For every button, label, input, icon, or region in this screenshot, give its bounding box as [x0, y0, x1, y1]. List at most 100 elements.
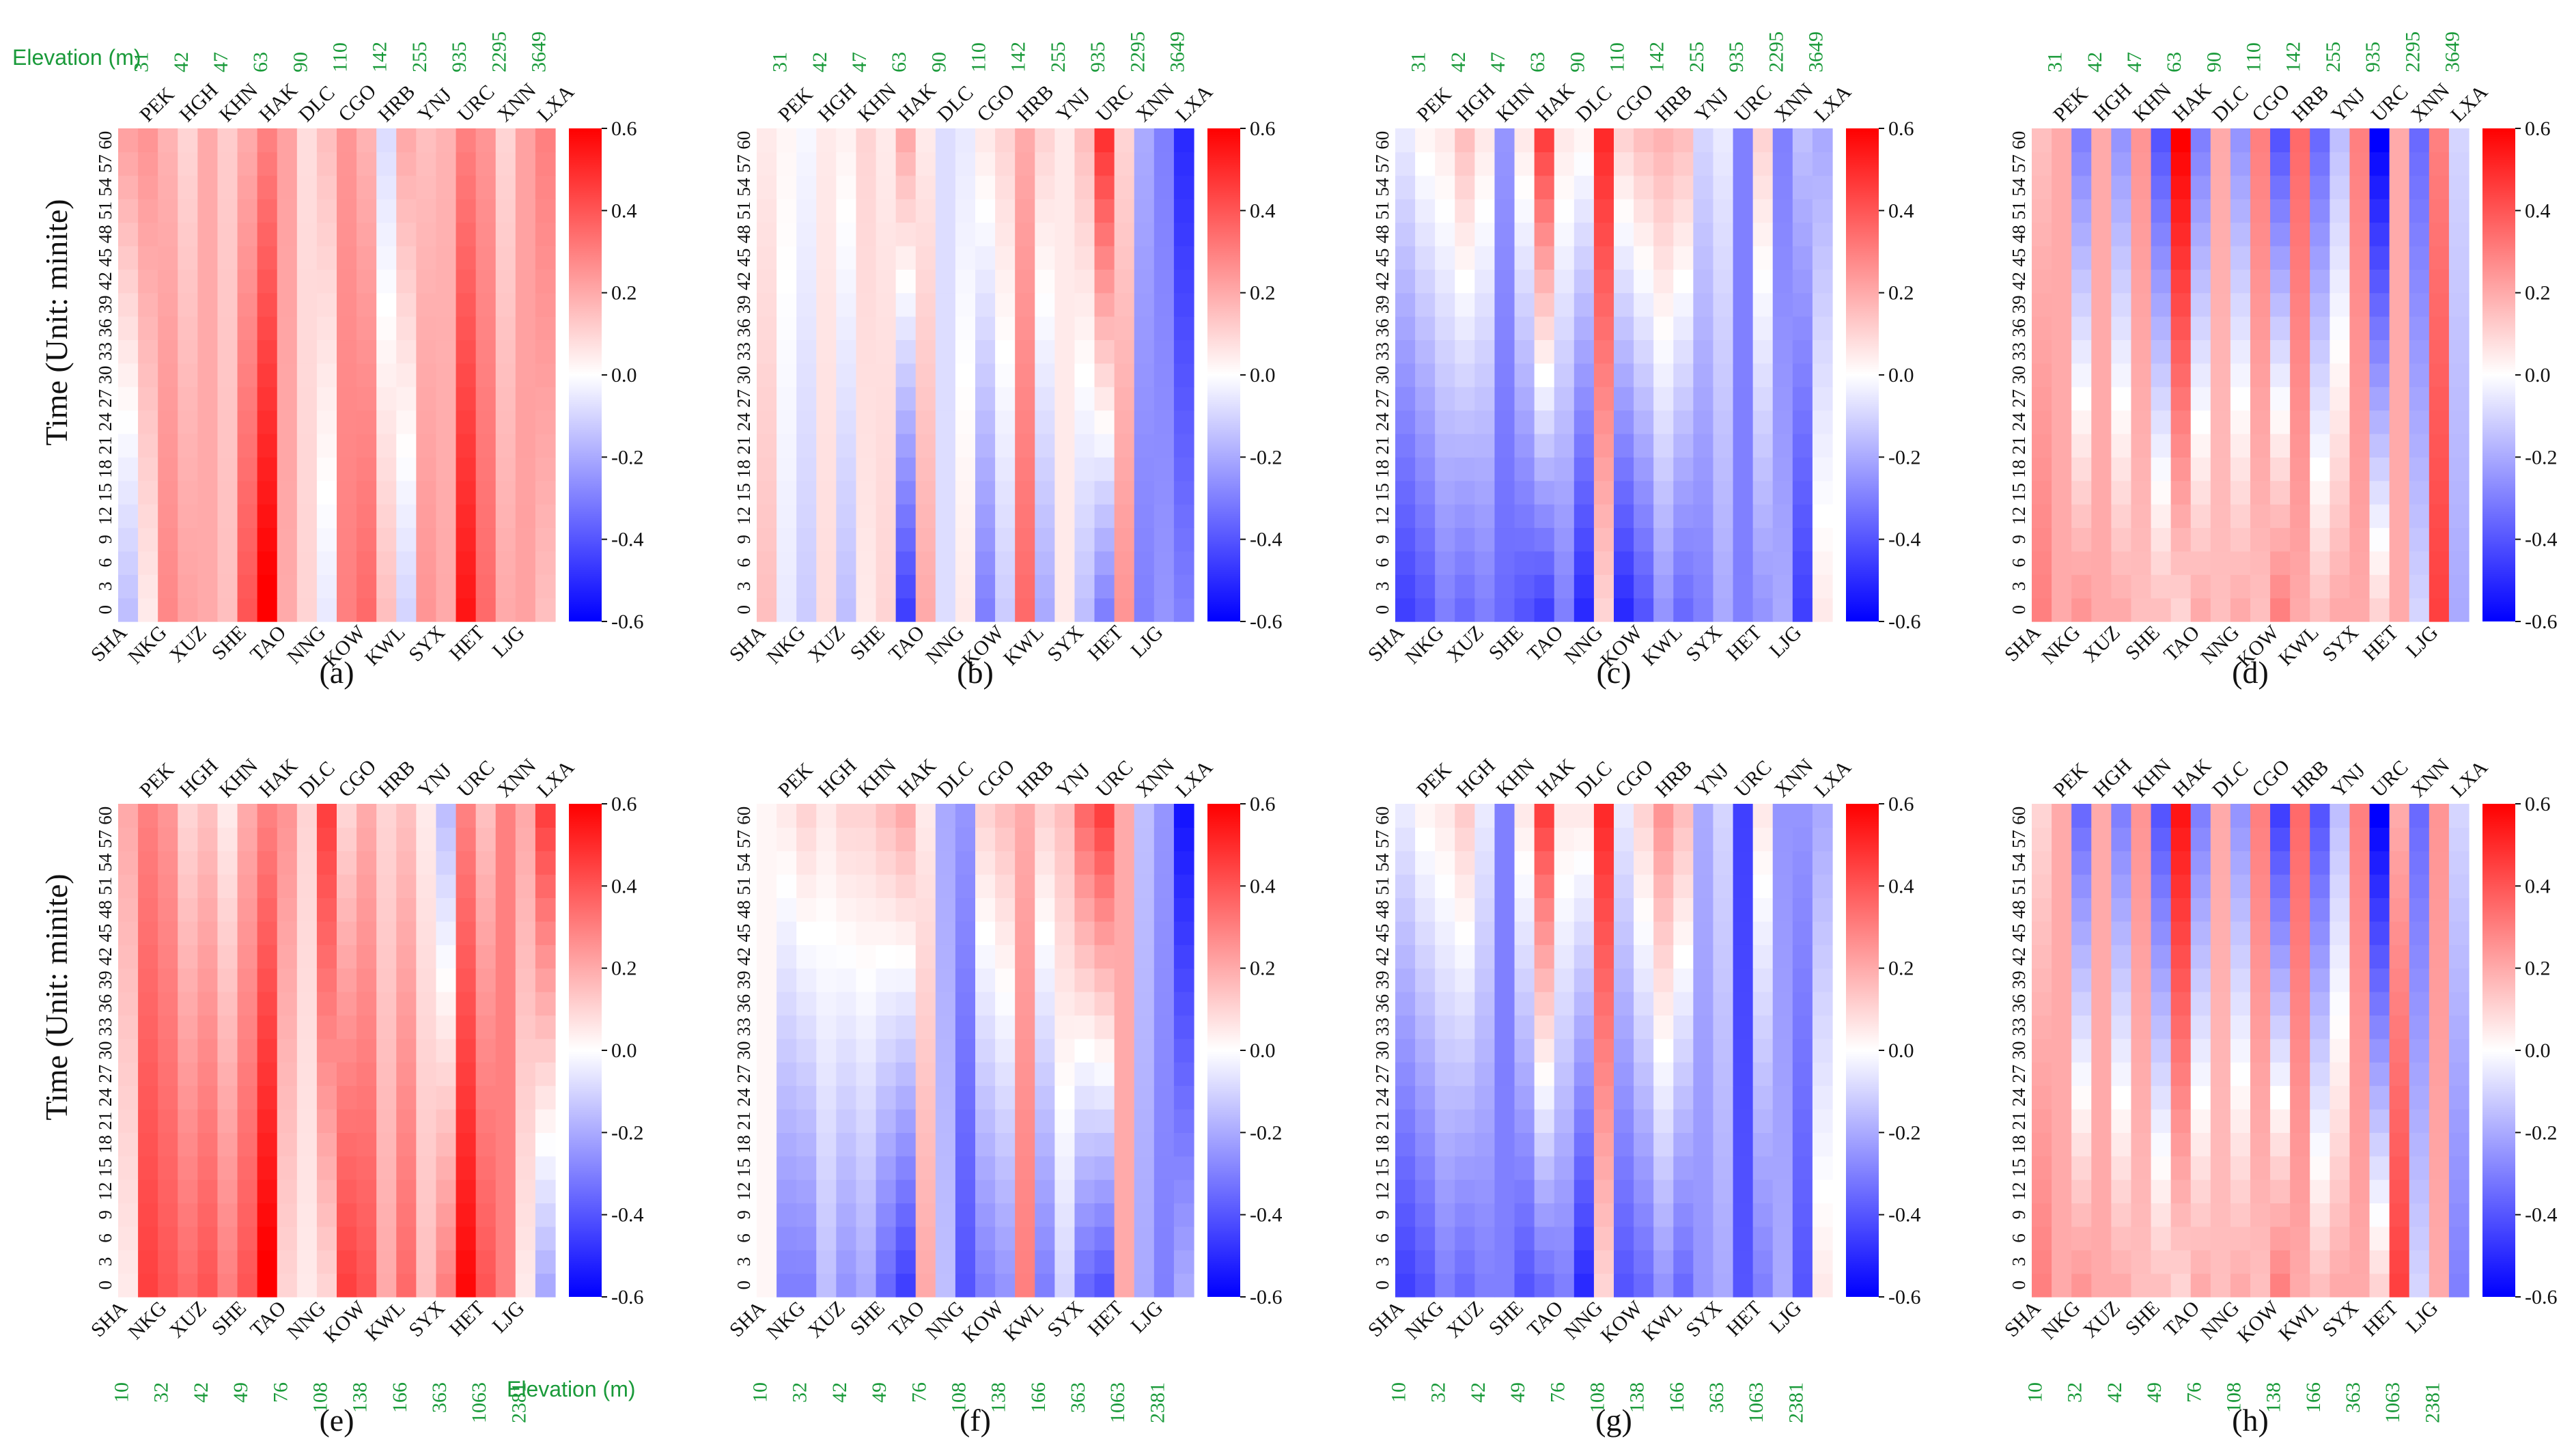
heatmap-cell: [118, 874, 139, 899]
heatmap-cell: [2448, 480, 2470, 505]
heatmap-cell: [515, 1273, 536, 1298]
heatmap-cell: [2190, 1226, 2211, 1250]
heatmap-cell: [2091, 480, 2112, 505]
heatmap-cell: [895, 433, 917, 458]
airport-tick-top: HGH: [813, 755, 861, 802]
heatmap-cell: [796, 128, 817, 152]
heatmap-cell: [1035, 550, 1055, 575]
heatmap-cell: [356, 1108, 377, 1133]
heatmap-cell: [836, 574, 857, 599]
heatmap-cell: [1035, 339, 1055, 364]
heatmap-cell: [1752, 921, 1774, 945]
heatmap-cell: [535, 1015, 556, 1039]
heatmap-cell: [2230, 598, 2251, 622]
heatmap-cell: [876, 292, 897, 317]
colorbar-tick-label: -0.4: [1888, 1204, 1921, 1227]
heatmap-cell: [416, 1132, 437, 1157]
time-tick-label: 33: [2009, 342, 2029, 361]
airport-tick-top: URC: [1092, 756, 1138, 802]
heatmap-cell: [2369, 1132, 2390, 1157]
colorbar: [1846, 128, 1879, 621]
heatmap-cell: [118, 480, 139, 505]
heatmap-cell: [1752, 992, 1774, 1016]
heatmap-cell: [777, 1226, 797, 1250]
heatmap-cell: [1455, 504, 1475, 529]
heatmap-cell: [2052, 874, 2072, 899]
heatmap-cell: [777, 457, 797, 481]
heatmap-cell: [2131, 944, 2152, 969]
time-tick-label: 42: [95, 947, 115, 966]
airport-tick-top: PEK: [1412, 758, 1456, 802]
heatmap-cell: [535, 339, 556, 364]
heatmap-cell: [2330, 1250, 2351, 1274]
heatmap-cell: [2170, 222, 2192, 247]
heatmap-cell: [138, 897, 158, 922]
heatmap-cell: [475, 410, 496, 434]
heatmap-cell: [1173, 968, 1194, 992]
heatmap-cell: [2429, 175, 2450, 199]
heatmap-cell: [1134, 574, 1155, 599]
heatmap-cell: [1614, 1226, 1634, 1250]
heatmap-cell: [197, 1062, 219, 1087]
heatmap-cell: [2330, 457, 2351, 481]
heatmap-cell: [1772, 1203, 1793, 1227]
heatmap-cell: [316, 152, 337, 176]
heatmap-cell: [2230, 387, 2251, 411]
heatmap-cell: [1693, 1062, 1714, 1087]
heatmap-cell: [376, 433, 397, 458]
heatmap-cell: [1395, 152, 1416, 176]
heatmap-cell: [2170, 992, 2192, 1016]
heatmap-cell: [1153, 827, 1175, 852]
heatmap-cell: [2429, 1203, 2450, 1227]
heatmap-cell: [296, 1273, 318, 1298]
heatmap-cell: [2290, 316, 2310, 341]
heatmap-cell: [1173, 1132, 1194, 1157]
heatmap-cell: [356, 850, 377, 875]
heatmap-cell: [2429, 363, 2450, 387]
heatmap-cell: [1614, 574, 1634, 599]
heatmap-cell: [1074, 968, 1095, 992]
heatmap-cell: [1153, 363, 1175, 387]
heatmap-cell: [1035, 992, 1055, 1016]
heatmap-cell: [1573, 504, 1595, 529]
heatmap-cell: [1074, 1273, 1095, 1298]
heatmap-cell: [158, 1156, 178, 1180]
heatmap-cell: [2429, 897, 2450, 922]
heatmap-cell: [2409, 1156, 2430, 1180]
heatmap-cell: [2389, 410, 2410, 434]
heatmap-cell: [535, 292, 556, 317]
heatmap-cell: [975, 410, 996, 434]
airport-tick-top: XNN: [1132, 755, 1179, 802]
heatmap-cell: [2250, 269, 2271, 294]
heatmap-cell: [197, 827, 219, 852]
heatmap-cell: [337, 1108, 357, 1133]
heatmap-cell: [1554, 804, 1575, 828]
heatmap-cell: [2429, 1132, 2450, 1157]
elevation-top-label: 90: [927, 52, 950, 72]
heatmap-cell: [2409, 387, 2430, 411]
heatmap-cell: [757, 1015, 777, 1039]
heatmap-cell: [356, 527, 377, 552]
heatmap-cell: [2389, 1015, 2410, 1039]
heatmap-cell: [337, 292, 357, 317]
heatmap-cell: [1015, 199, 1035, 223]
heatmap-cell: [337, 480, 357, 505]
heatmap-cell: [1812, 874, 1833, 899]
heatmap-cell: [915, 363, 936, 387]
heatmap-cell: [1534, 1085, 1555, 1110]
heatmap-cell: [1812, 574, 1833, 599]
heatmap-cell: [935, 152, 956, 176]
heatmap-cell: [935, 363, 956, 387]
heatmap-cell: [816, 175, 837, 199]
heatmap-cell: [915, 292, 936, 317]
heatmap-cell: [436, 1226, 457, 1250]
heatmap-cell: [975, 363, 996, 387]
heatmap-cell: [955, 1273, 976, 1298]
airport-tick-bottom: SHE: [1485, 621, 1528, 664]
time-tick-label: 45: [95, 924, 115, 942]
heatmap-cell: [1673, 199, 1694, 223]
heatmap-cell: [975, 874, 996, 899]
heatmap-cell: [158, 363, 178, 387]
heatmap-cell: [1653, 199, 1674, 223]
colorbar-tick-label: 0.6: [611, 793, 637, 815]
